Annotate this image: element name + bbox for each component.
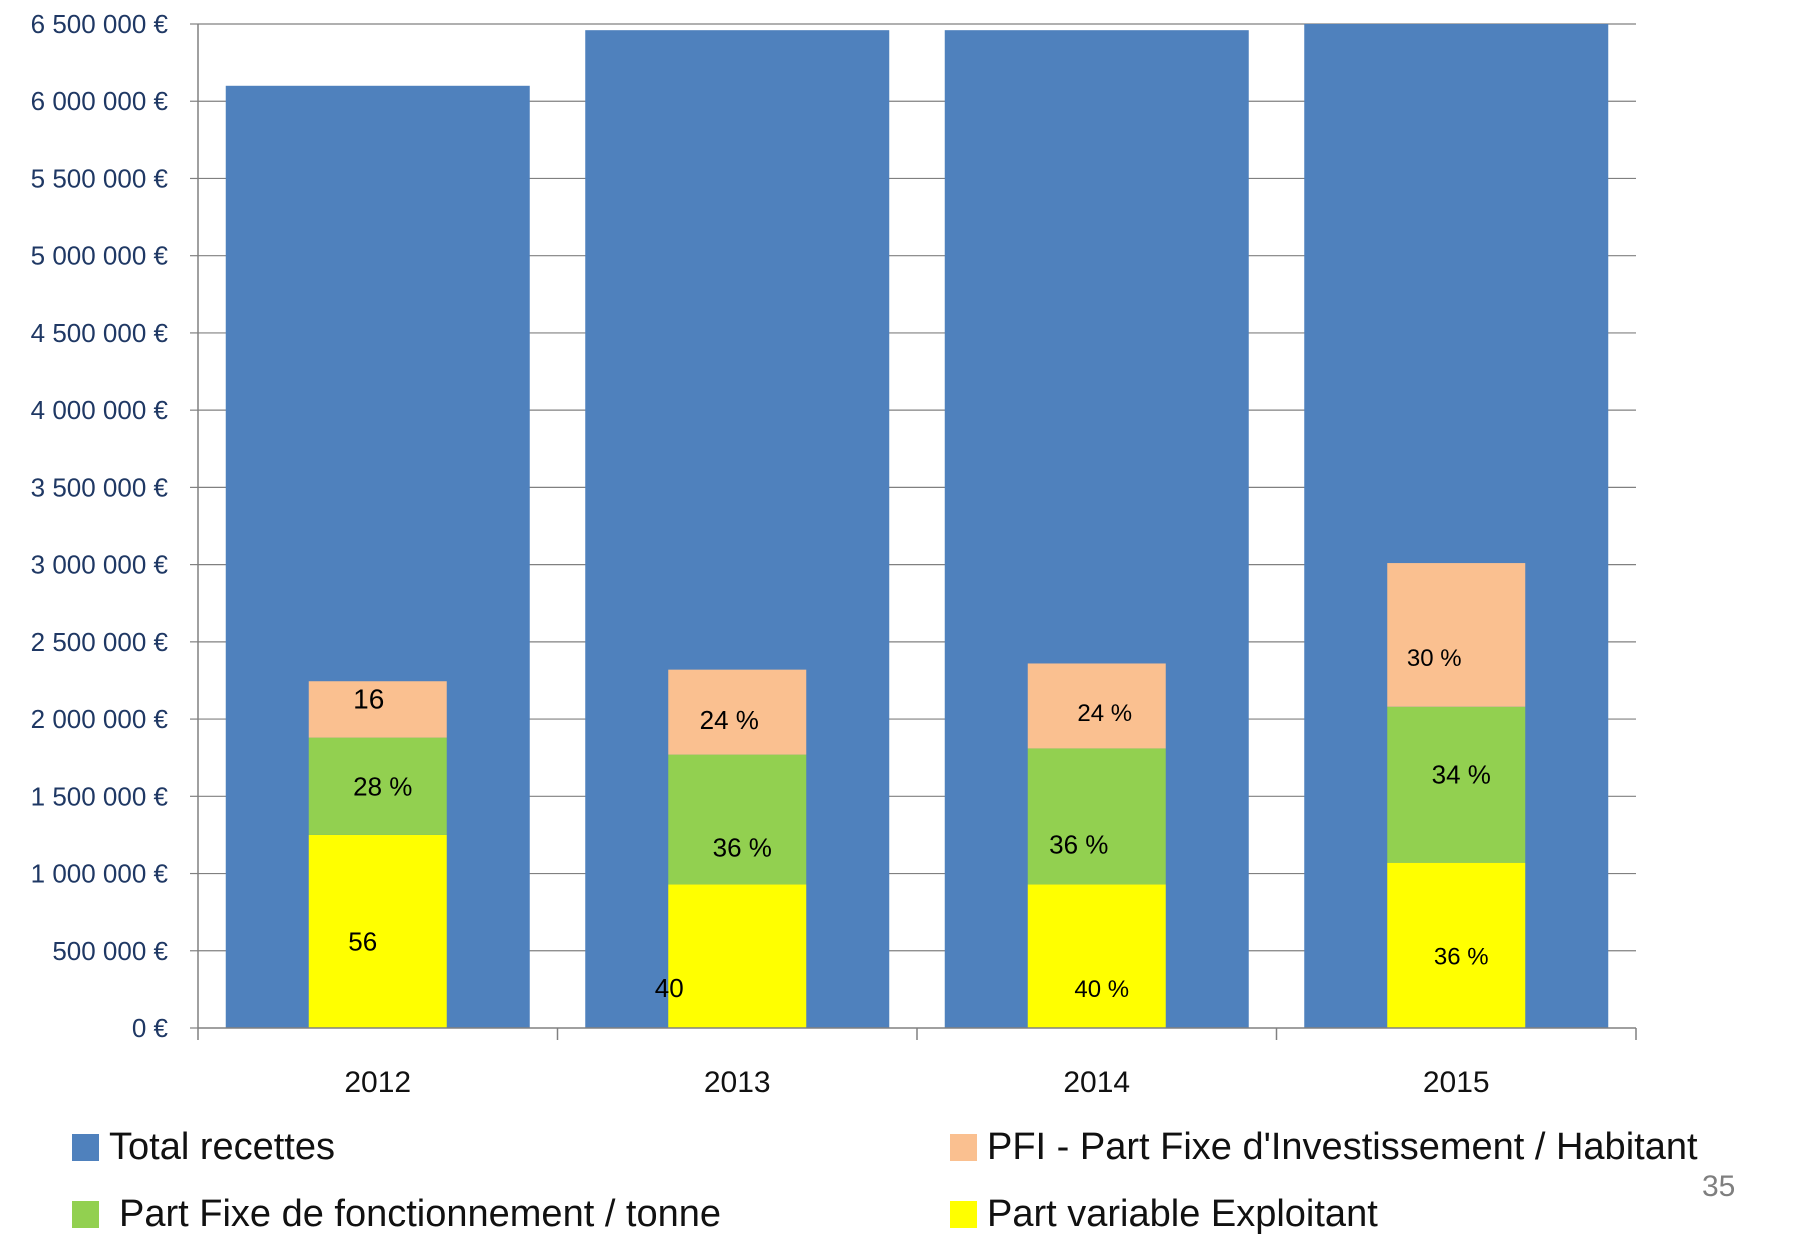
bar-fixe (668, 754, 807, 885)
y-tick-label: 2 000 000 € (31, 704, 169, 734)
bar-variable (1387, 862, 1526, 1028)
y-tick-label: 3 000 000 € (31, 550, 169, 580)
y-tick-label: 2 500 000 € (31, 627, 169, 657)
y-tick-label: 6 500 000 € (31, 9, 169, 39)
x-tick-label: 2013 (704, 1066, 771, 1099)
bar-variable (308, 834, 447, 1028)
y-tick-label: 0 € (132, 1013, 169, 1043)
labels-layer: 56 28 % 16 40 36 % 24 % 40 % 36 % 24 % 36 % 34 % 30… (348, 645, 1491, 1003)
bar-pfi (668, 669, 807, 755)
data-label-fixe: 36 % (1049, 829, 1108, 859)
page-number: 35 (1702, 1170, 1736, 1203)
data-label-pfi: 24 % (700, 705, 759, 735)
bar-variable (1027, 884, 1166, 1028)
x-tick-label: 2012 (344, 1066, 411, 1099)
data-label-pfi: 30 % (1407, 645, 1462, 672)
data-label-variable: 36 % (1434, 943, 1489, 970)
data-label-pfi: 16 (353, 683, 384, 714)
y-tick-label: 6 000 000 € (31, 86, 169, 116)
bar-pfi (1387, 563, 1526, 707)
bar-fixe (1027, 748, 1166, 885)
bar-fixe (1387, 706, 1526, 863)
y-tick-label: 4 500 000 € (31, 318, 169, 348)
x-tick-label: 2014 (1063, 1066, 1130, 1099)
y-tick-label: 1 000 000 € (31, 859, 169, 889)
y-tick-label: 500 000 € (52, 936, 168, 966)
axis-layer: 0 € 500 000 € 1 000 000 € 1 500 000 € 2 000 … (31, 9, 1637, 1099)
data-label-fixe: 36 % (713, 832, 772, 862)
data-label-fixe: 34 % (1432, 760, 1491, 790)
bar-fixe (308, 737, 447, 835)
y-tick-label: 1 500 000 € (31, 781, 169, 811)
bars-layer (225, 24, 1609, 1029)
bar-variable (668, 884, 807, 1028)
y-tick-label: 4 000 000 € (31, 395, 169, 425)
bar-pfi (1027, 663, 1166, 749)
data-label-pfi: 24 % (1077, 700, 1132, 727)
data-label-variable: 40 % (1074, 976, 1129, 1003)
y-tick-label: 5 500 000 € (31, 163, 169, 193)
data-label-variable: 56 (348, 926, 377, 956)
y-tick-label: 5 000 000 € (31, 241, 169, 271)
bar-pfi (308, 681, 447, 738)
y-tick-label: 3 500 000 € (31, 472, 169, 502)
x-tick-label: 2015 (1423, 1066, 1490, 1099)
data-label-fixe: 28 % (353, 771, 412, 801)
data-label-variable: 40 (655, 973, 684, 1003)
